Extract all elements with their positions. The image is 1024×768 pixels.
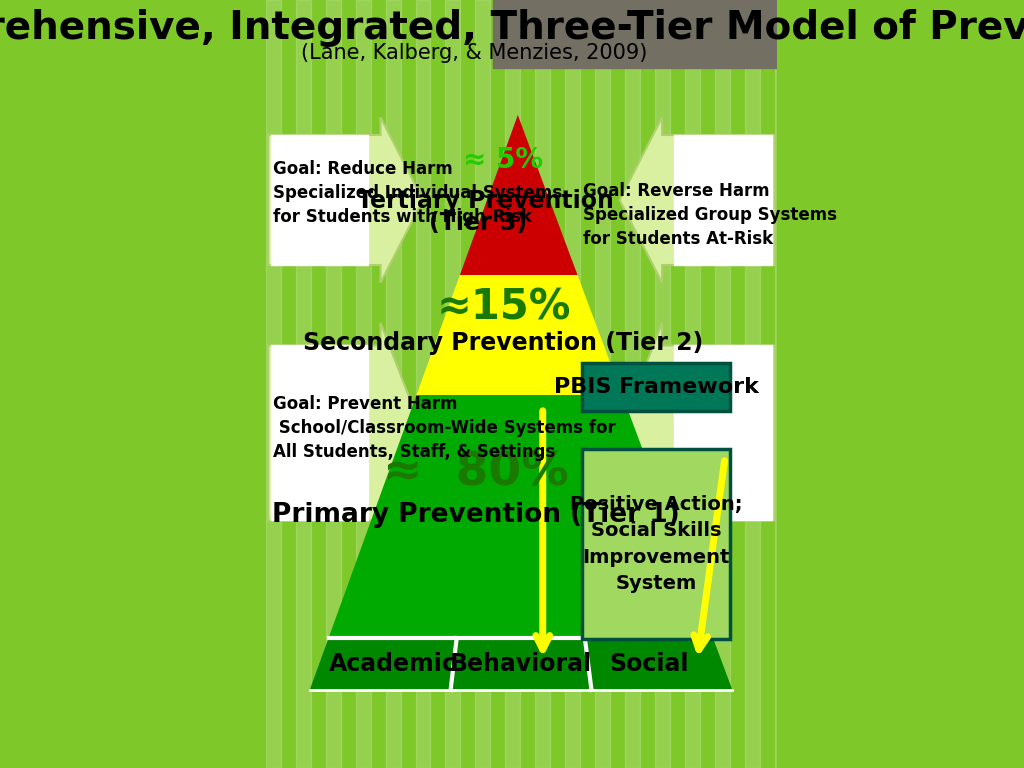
Bar: [550, 0, 565, 768]
Bar: [700, 0, 715, 768]
Text: ≈  80%: ≈ 80%: [383, 451, 568, 495]
Text: (Lane, Kalberg, & Menzies, 2009): (Lane, Kalberg, & Menzies, 2009): [301, 43, 647, 63]
Bar: [266, 0, 281, 768]
Text: Positive Action;
Social Skills
Improvement
System: Positive Action; Social Skills Improveme…: [569, 495, 742, 593]
Bar: [416, 0, 430, 768]
Bar: [281, 0, 296, 768]
Text: (Tier 3): (Tier 3): [429, 211, 527, 235]
Bar: [565, 0, 581, 768]
Bar: [505, 0, 520, 768]
Bar: [371, 0, 386, 768]
Bar: [386, 0, 400, 768]
Bar: [670, 0, 685, 768]
Bar: [326, 0, 341, 768]
Bar: [430, 0, 445, 768]
Bar: [270, 135, 368, 265]
Text: Tertiary Prevention: Tertiary Prevention: [357, 189, 613, 213]
Bar: [581, 0, 595, 768]
Bar: [341, 0, 355, 768]
Bar: [655, 0, 670, 768]
Bar: [595, 0, 610, 768]
Bar: [490, 0, 505, 768]
Bar: [475, 0, 490, 768]
Bar: [715, 0, 730, 768]
Bar: [730, 0, 744, 768]
Text: Academic: Academic: [329, 652, 457, 676]
Bar: [775, 0, 790, 768]
Bar: [355, 0, 371, 768]
Polygon shape: [309, 638, 732, 690]
Bar: [445, 0, 461, 768]
Bar: [640, 0, 655, 768]
Text: Primary Prevention (Tier 1): Primary Prevention (Tier 1): [271, 502, 679, 528]
FancyBboxPatch shape: [582, 449, 730, 639]
Text: Secondary Prevention (Tier 2): Secondary Prevention (Tier 2): [303, 331, 703, 355]
Bar: [400, 0, 416, 768]
Polygon shape: [329, 395, 713, 638]
Text: ≈ 5%: ≈ 5%: [463, 146, 544, 174]
Text: Goal: Reduce Harm
Specialized Individual Systems
for Students with High-Risk: Goal: Reduce Harm Specialized Individual…: [272, 161, 562, 226]
Bar: [536, 0, 550, 768]
Bar: [493, 0, 777, 68]
Bar: [625, 0, 640, 768]
Bar: [310, 0, 326, 768]
Polygon shape: [417, 275, 623, 395]
Bar: [760, 0, 775, 768]
Polygon shape: [268, 118, 423, 283]
Text: Behavioral: Behavioral: [450, 652, 592, 676]
Text: Goal: Prevent Harm
 School/Classroom-Wide Systems for
All Students, Staff, & Set: Goal: Prevent Harm School/Classroom-Wide…: [272, 396, 615, 461]
Bar: [744, 0, 760, 768]
Bar: [296, 0, 310, 768]
Polygon shape: [268, 323, 423, 543]
Polygon shape: [620, 323, 774, 543]
Text: Goal: Reverse Harm
Specialized Group Systems
for Students At-Risk: Goal: Reverse Harm Specialized Group Sys…: [584, 183, 838, 247]
Bar: [270, 345, 368, 520]
Bar: [675, 345, 772, 520]
Bar: [685, 0, 700, 768]
FancyBboxPatch shape: [582, 363, 730, 411]
Text: Social: Social: [609, 652, 689, 676]
Text: ≈15%: ≈15%: [436, 287, 570, 329]
Text: Comprehensive, Integrated, Three-Tier Model of Prevention: Comprehensive, Integrated, Three-Tier Mo…: [0, 9, 1024, 47]
Bar: [520, 0, 536, 768]
Text: PBIS Framework: PBIS Framework: [554, 377, 759, 397]
Bar: [461, 0, 475, 768]
Bar: [610, 0, 625, 768]
Bar: [675, 135, 772, 265]
Polygon shape: [460, 115, 578, 275]
Polygon shape: [620, 118, 774, 283]
